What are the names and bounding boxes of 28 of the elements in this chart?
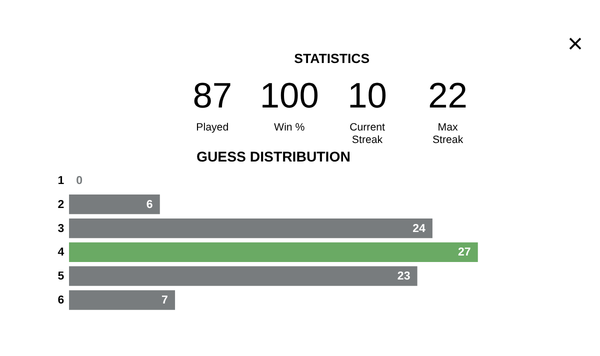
- bar: [69, 290, 176, 310]
- text: ×: [567, 28, 583, 59]
- text: 100: [260, 76, 319, 116]
- y-tick-label: 3: [58, 222, 64, 235]
- data-label: 6: [146, 198, 153, 211]
- data-label: 27: [458, 246, 471, 259]
- y-tick-label: 6: [58, 294, 64, 307]
- y-tick-label: 1: [58, 174, 65, 187]
- text: Played: [196, 121, 229, 134]
- data-label: 23: [397, 270, 410, 283]
- bar: [69, 242, 478, 262]
- bar: [69, 218, 432, 238]
- text: Max Streak: [432, 121, 464, 146]
- data-label: 0: [76, 174, 83, 187]
- chart-title: GUESS DISTRIBUTION: [196, 148, 350, 164]
- text: Current Streak: [350, 121, 385, 146]
- text: 22: [428, 76, 468, 116]
- text: Win %: [274, 121, 306, 134]
- y-tick-label: 4: [58, 246, 65, 259]
- y-tick-label: 2: [58, 198, 64, 211]
- bar: [69, 266, 418, 286]
- text: 10: [348, 76, 387, 116]
- data-label: 24: [412, 222, 426, 235]
- y-tick-label: 5: [58, 270, 65, 283]
- text: 87: [192, 76, 232, 116]
- bar: [69, 194, 160, 214]
- text: STATISTICS: [294, 51, 370, 66]
- data-label: 7: [162, 294, 168, 307]
